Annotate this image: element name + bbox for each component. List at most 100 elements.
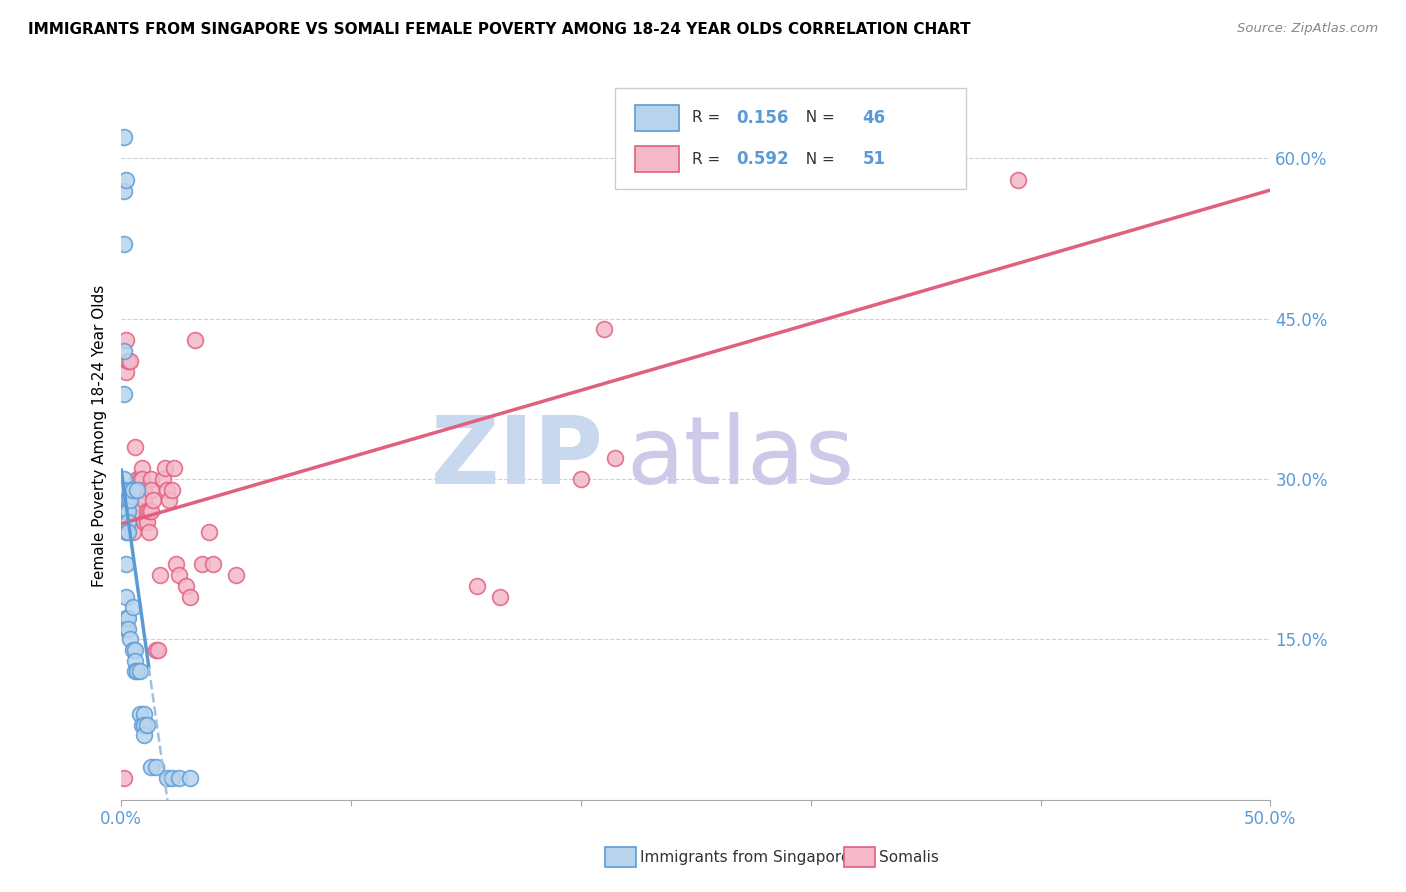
- Point: [114, 590, 136, 604]
- Text: R =: R =: [692, 152, 725, 167]
- Point: [114, 365, 136, 379]
- Point: [114, 622, 136, 636]
- Point: [167, 771, 190, 785]
- Point: [146, 643, 169, 657]
- Point: [131, 717, 153, 731]
- Point: [128, 504, 150, 518]
- Point: [112, 130, 135, 145]
- Point: [117, 622, 139, 636]
- Point: [112, 184, 135, 198]
- Point: [114, 504, 136, 518]
- Point: [569, 472, 592, 486]
- Point: [145, 760, 167, 774]
- Point: [120, 354, 142, 368]
- Point: [121, 600, 143, 615]
- Point: [179, 590, 201, 604]
- Point: [114, 493, 136, 508]
- Point: [138, 525, 160, 540]
- Point: [127, 472, 149, 486]
- Point: [134, 483, 156, 497]
- Point: [124, 440, 146, 454]
- Point: [139, 760, 162, 774]
- Point: [134, 493, 156, 508]
- Point: [127, 665, 149, 679]
- Point: [112, 236, 135, 251]
- Point: [156, 483, 179, 497]
- Text: 0.156: 0.156: [735, 109, 789, 127]
- Point: [120, 632, 142, 647]
- Point: [134, 728, 156, 742]
- Text: Immigrants from Singapore: Immigrants from Singapore: [640, 850, 851, 864]
- Point: [139, 504, 162, 518]
- Point: [138, 504, 160, 518]
- Text: R =: R =: [692, 110, 725, 125]
- Point: [131, 472, 153, 486]
- Point: [174, 579, 197, 593]
- Point: [127, 504, 149, 518]
- Point: [112, 343, 135, 358]
- Point: [165, 558, 187, 572]
- Point: [117, 354, 139, 368]
- Text: N =: N =: [796, 152, 839, 167]
- Point: [114, 525, 136, 540]
- Text: Source: ZipAtlas.com: Source: ZipAtlas.com: [1237, 22, 1378, 36]
- Point: [167, 568, 190, 582]
- Point: [159, 493, 181, 508]
- Point: [117, 493, 139, 508]
- Point: [160, 771, 183, 785]
- Point: [112, 472, 135, 486]
- Point: [112, 771, 135, 785]
- Y-axis label: Female Poverty Among 18-24 Year Olds: Female Poverty Among 18-24 Year Olds: [93, 285, 107, 587]
- Text: 51: 51: [862, 150, 886, 169]
- Point: [1007, 173, 1029, 187]
- Point: [117, 525, 139, 540]
- Point: [605, 450, 627, 465]
- Point: [124, 643, 146, 657]
- Point: [131, 461, 153, 475]
- Point: [114, 333, 136, 347]
- Point: [184, 333, 207, 347]
- Point: [121, 515, 143, 529]
- Point: [938, 120, 960, 134]
- Text: IMMIGRANTS FROM SINGAPORE VS SOMALI FEMALE POVERTY AMONG 18-24 YEAR OLDS CORRELA: IMMIGRANTS FROM SINGAPORE VS SOMALI FEMA…: [28, 22, 970, 37]
- Point: [117, 504, 139, 518]
- Point: [163, 461, 186, 475]
- Point: [225, 568, 247, 582]
- Point: [160, 483, 183, 497]
- Point: [152, 472, 174, 486]
- Point: [112, 386, 135, 401]
- Point: [592, 322, 614, 336]
- FancyBboxPatch shape: [616, 87, 966, 189]
- Point: [124, 654, 146, 668]
- Point: [153, 461, 176, 475]
- Point: [467, 579, 489, 593]
- Text: 0.592: 0.592: [735, 150, 789, 169]
- Point: [128, 472, 150, 486]
- Text: N =: N =: [796, 110, 839, 125]
- Point: [149, 568, 172, 582]
- Bar: [636, 104, 679, 130]
- Point: [145, 643, 167, 657]
- Point: [124, 665, 146, 679]
- Text: ZIP: ZIP: [432, 412, 603, 504]
- Point: [197, 525, 219, 540]
- Point: [134, 707, 156, 722]
- Point: [135, 504, 157, 518]
- Point: [114, 558, 136, 572]
- Text: 46: 46: [862, 109, 886, 127]
- Point: [121, 643, 143, 657]
- Point: [117, 515, 139, 529]
- Text: atlas: atlas: [627, 412, 855, 504]
- Point: [114, 173, 136, 187]
- Point: [112, 483, 135, 497]
- Point: [202, 558, 225, 572]
- Point: [139, 483, 162, 497]
- Point: [117, 611, 139, 625]
- Point: [190, 558, 212, 572]
- Point: [179, 771, 201, 785]
- Point: [120, 483, 142, 497]
- Point: [139, 472, 162, 486]
- Point: [134, 515, 156, 529]
- Text: Somalis: Somalis: [879, 850, 939, 864]
- Point: [128, 483, 150, 497]
